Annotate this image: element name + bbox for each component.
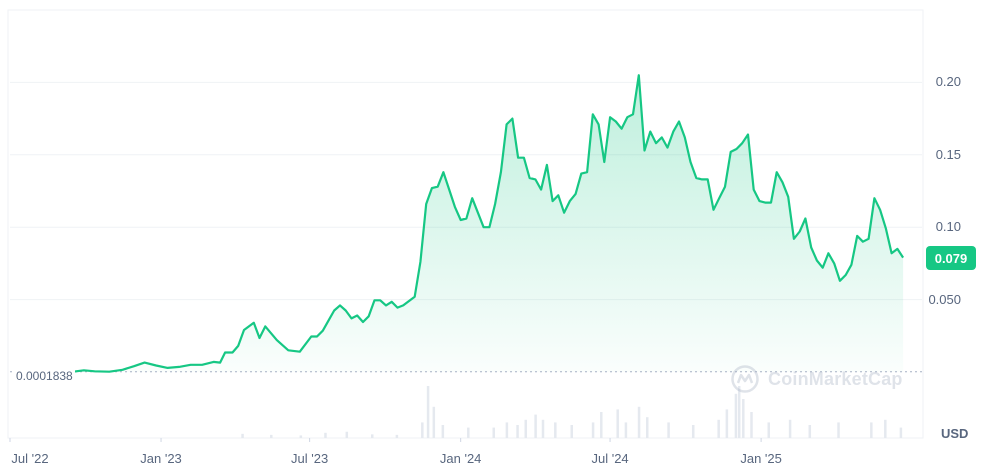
volume-bar <box>524 419 528 438</box>
volume-bar <box>345 431 349 438</box>
volume-bar <box>667 422 670 438</box>
volume-bar <box>395 434 399 438</box>
watermark-text: CoinMarketCap <box>768 368 903 389</box>
volume-bar <box>624 422 628 438</box>
volume-bar <box>600 412 603 438</box>
volume-bar <box>324 432 327 438</box>
x-tick-label: Jul '24 <box>591 451 629 466</box>
x-tick-label: Jul '23 <box>291 451 329 466</box>
x-tick-label: Jan '24 <box>439 451 482 466</box>
x-tick-label: Jul '22 <box>11 451 49 466</box>
baseline-label: 0.0001838 <box>14 369 75 383</box>
volume-bar <box>737 386 741 438</box>
volume-bar <box>516 425 519 438</box>
volume-bar <box>788 419 792 438</box>
current-price-badge: 0.079 <box>926 246 976 270</box>
volume-bar <box>870 422 873 438</box>
volume-bar <box>299 435 303 438</box>
volume-bars <box>241 386 903 438</box>
plot-frame <box>7 9 924 439</box>
volume-bar <box>691 425 695 438</box>
y-tick-label: 0.10 <box>935 219 961 235</box>
volume-bar <box>742 399 745 438</box>
volume-bar <box>884 419 887 438</box>
volume-bar <box>750 412 753 438</box>
volume-bar <box>467 427 470 438</box>
y-tick-label: 0.20 <box>935 74 961 90</box>
volume-bar <box>767 422 770 438</box>
x-tick-label: Jan '25 <box>740 451 782 466</box>
volume-bar <box>734 393 738 438</box>
currency-label: USD <box>941 426 969 441</box>
volume-bar <box>541 419 545 438</box>
volume-bar <box>591 422 595 438</box>
volume-bar <box>554 422 557 438</box>
volume-bar <box>637 406 641 438</box>
volume-bar <box>441 425 445 438</box>
volume-bar <box>725 409 729 438</box>
volume-bar <box>899 427 903 438</box>
volume-bar <box>270 434 273 438</box>
price-area <box>73 75 904 372</box>
volume-bar <box>808 425 812 438</box>
volume-bar <box>534 414 537 438</box>
volume-bar <box>570 425 573 438</box>
volume-bar <box>241 433 244 438</box>
volume-bar <box>432 406 436 438</box>
volume-bar <box>505 422 509 438</box>
price-line <box>73 74 905 373</box>
y-tick-label: 0.050 <box>928 291 961 307</box>
watermark: CoinMarketCap <box>730 364 903 394</box>
volume-bar <box>371 434 374 438</box>
coinmarketcap-logo-icon <box>731 365 759 393</box>
x-tick-marks <box>9 438 762 442</box>
volume-bar <box>717 419 720 438</box>
y-tick-label: 0.15 <box>935 146 961 162</box>
volume-bar <box>426 386 430 438</box>
volume-bar <box>492 427 495 438</box>
volume-bar <box>421 422 424 438</box>
volume-bar <box>616 409 619 438</box>
x-tick-label: Jan '23 <box>140 451 182 466</box>
volume-bar <box>837 422 840 438</box>
volume-bar <box>646 417 649 438</box>
